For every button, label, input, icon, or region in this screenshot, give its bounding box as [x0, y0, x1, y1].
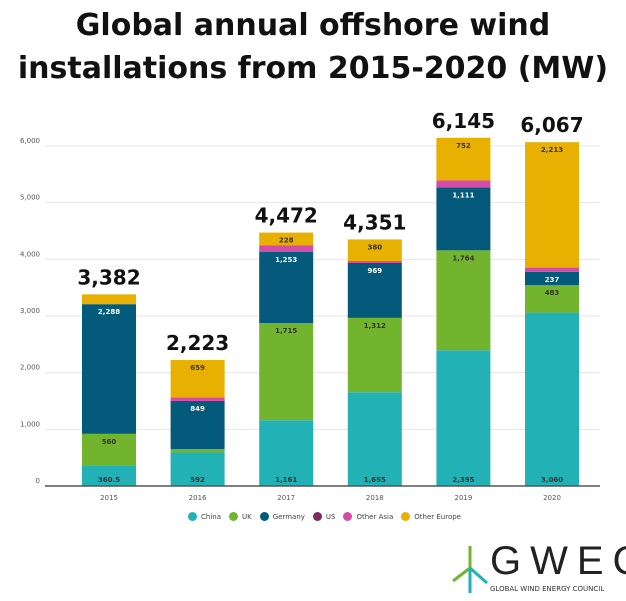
bar-segment [82, 465, 136, 486]
legend-item: Germany [259, 512, 305, 521]
data-label: 969 [367, 267, 382, 275]
bar-segment [525, 271, 579, 286]
logo-word: GWEC [490, 539, 626, 583]
turbine-icon [452, 546, 488, 593]
legend-item: Other Asia [343, 512, 393, 521]
bar-segment [259, 252, 314, 324]
legend-label: Other Europe [414, 512, 461, 521]
data-label: 560 [102, 438, 117, 446]
data-label: 2,288 [98, 308, 120, 316]
x-tick-label: 2017 [277, 494, 295, 502]
data-label: 1,715 [275, 327, 297, 335]
legend-swatch [343, 512, 353, 521]
chart-title: Global annual offshore wind installation… [17, 8, 609, 86]
data-label: 1,312 [364, 322, 386, 330]
data-label: 2,395 [452, 476, 474, 484]
legend-label: Other Asia [356, 512, 394, 521]
y-tick-label: 5,000 [20, 194, 40, 202]
data-label: 2,213 [541, 146, 563, 154]
bar-segment [525, 312, 579, 486]
bar-segment [347, 262, 402, 318]
legend-swatch [401, 512, 411, 521]
legend-label: China [201, 512, 221, 521]
bar-segment [436, 250, 491, 351]
legend-label: UK [242, 512, 252, 521]
total-label: 6,145 [432, 109, 495, 133]
bar-segment [436, 137, 491, 181]
bar-segment [170, 400, 225, 450]
bar-segment [347, 392, 402, 486]
x-tick-label: 2018 [366, 494, 384, 502]
data-label: 592 [190, 476, 205, 484]
bar-segment [259, 232, 314, 246]
bar-segment [82, 433, 136, 466]
data-label: 752 [456, 142, 471, 150]
bar-segment [259, 323, 314, 421]
total-label: 4,472 [255, 204, 318, 228]
bar-segment [525, 142, 579, 268]
legend-swatch [188, 512, 197, 521]
bar-segment [259, 245, 314, 253]
total-label: 3,382 [77, 265, 140, 289]
y-tick-label: 4,000 [20, 250, 40, 258]
data-label: 1,764 [452, 254, 474, 262]
data-label: 659 [190, 364, 205, 372]
x-tick-label: 2016 [189, 494, 207, 502]
bar-segment [170, 397, 225, 401]
legend-item: Other Europe [401, 512, 461, 521]
bar-segment [436, 187, 491, 251]
bar-segment [347, 317, 402, 393]
data-label: 849 [190, 405, 205, 413]
bar-segment [170, 360, 225, 398]
y-tick-label: 6,000 [20, 137, 40, 145]
data-label: 1,655 [364, 476, 386, 484]
y-tick-label: 3,000 [20, 307, 40, 315]
data-label: 380 [367, 243, 382, 251]
y-tick-label: 2,000 [20, 364, 40, 372]
stacked-bar-chart: 0 1,000 2,000 3,000 4,000 5,000 6,000 360.5 560 2… [20, 109, 600, 502]
x-tick-label: 2019 [454, 494, 472, 502]
legend-item: US [312, 512, 336, 521]
legend-label: US [325, 512, 336, 521]
data-label: 1,161 [275, 476, 297, 484]
total-label: 6,067 [520, 113, 583, 137]
bar-segment [82, 304, 136, 434]
legend-swatch [259, 512, 269, 521]
bar-segment [170, 449, 225, 453]
legend: China UK Germany US Other Asia Other Europe [188, 512, 461, 521]
legend-item: UK [229, 512, 252, 521]
y-tick-label: 1,000 [20, 420, 40, 428]
bar-segment [170, 452, 225, 486]
data-label: 483 [545, 289, 560, 297]
bar-segment [436, 350, 491, 486]
legend-swatch [229, 512, 238, 521]
x-tick-label: 2020 [543, 494, 561, 502]
bar-segment [347, 239, 402, 261]
total-label: 4,351 [343, 210, 406, 234]
bar-segment [82, 294, 136, 305]
legend-label: Germany [272, 512, 305, 521]
bar-segment [525, 267, 579, 272]
data-label: 3,060 [541, 476, 563, 484]
bar-segment [436, 180, 491, 188]
y-tick-label: 0 [36, 477, 40, 485]
data-label: 228 [279, 237, 294, 245]
bar-segment [259, 420, 314, 486]
data-label: 360.5 [98, 476, 120, 484]
bar-segment [525, 285, 579, 313]
legend-item: China [188, 512, 221, 521]
data-label: 1,111 [452, 191, 474, 199]
data-label: 1,253 [275, 256, 297, 264]
legend-swatch [312, 512, 322, 521]
data-label: 237 [545, 276, 560, 284]
bar-segment [347, 260, 402, 263]
x-tick-label: 2015 [100, 494, 118, 502]
logo-subtitle: GLOBAL WIND ENERGY COUNCIL [490, 585, 605, 593]
total-label: 2,223 [166, 331, 229, 355]
